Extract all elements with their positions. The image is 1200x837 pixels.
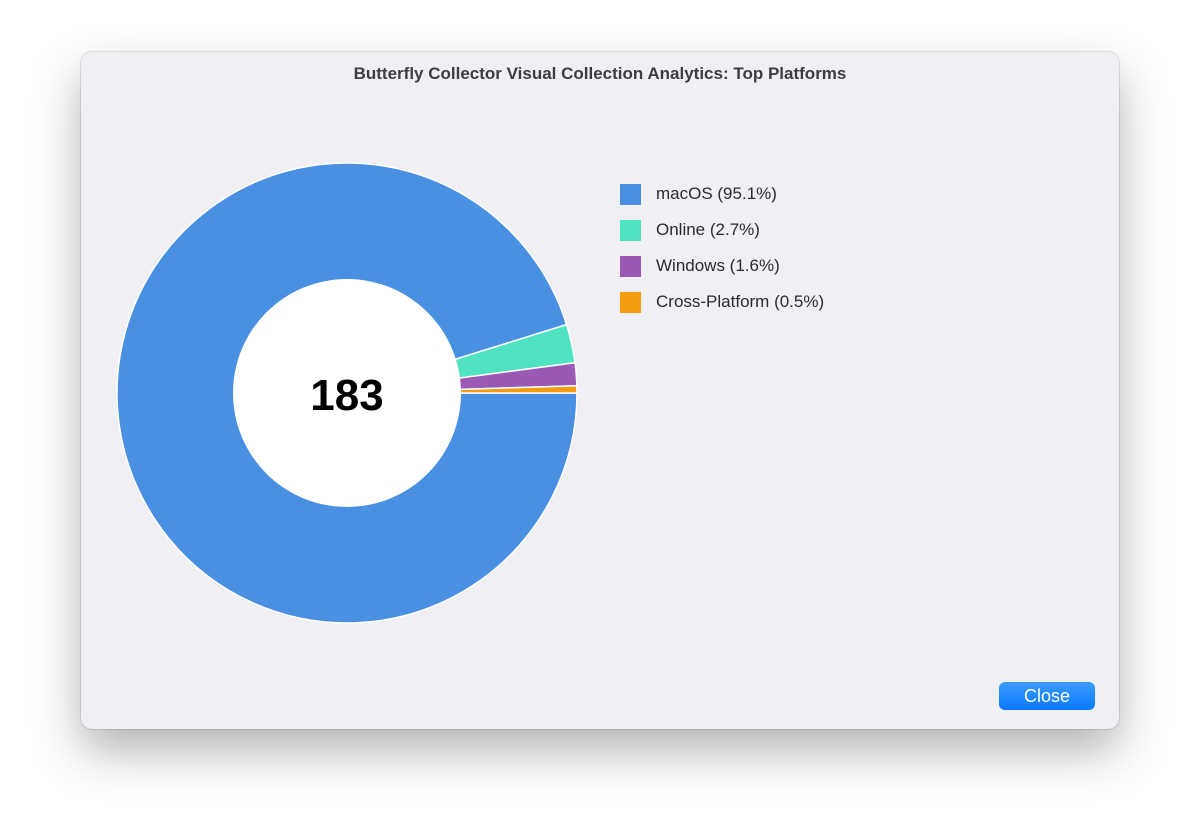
close-button[interactable]: Close xyxy=(999,682,1095,710)
legend-swatch xyxy=(620,183,641,205)
legend-item-windows: Windows (1.6%) xyxy=(620,248,824,284)
legend-item-macos: macOS (95.1%) xyxy=(620,176,824,212)
donut-chart: 183 xyxy=(116,162,578,624)
legend-label: Online (2.7%) xyxy=(656,220,760,239)
legend-swatch xyxy=(620,291,641,313)
window-title: Butterfly Collector Visual Collection An… xyxy=(353,64,847,83)
legend-swatch xyxy=(620,255,641,277)
legend-item-online: Online (2.7%) xyxy=(620,212,824,248)
center-total-label: 183 xyxy=(310,371,383,420)
legend-item-cross-platform: Cross-Platform (0.5%) xyxy=(620,284,824,320)
donut-hole xyxy=(233,279,461,507)
legend-swatch xyxy=(620,219,641,241)
chart-legend: macOS (95.1%) Online (2.7%) Windows (1.6%)… xyxy=(620,176,824,320)
legend-label: Cross-Platform (0.5%) xyxy=(656,292,825,311)
analytics-window: Butterfly Collector Visual Collection An… xyxy=(81,52,1119,729)
legend-label: macOS (95.1%) xyxy=(656,184,777,203)
legend-label: Windows (1.6%) xyxy=(656,256,780,275)
